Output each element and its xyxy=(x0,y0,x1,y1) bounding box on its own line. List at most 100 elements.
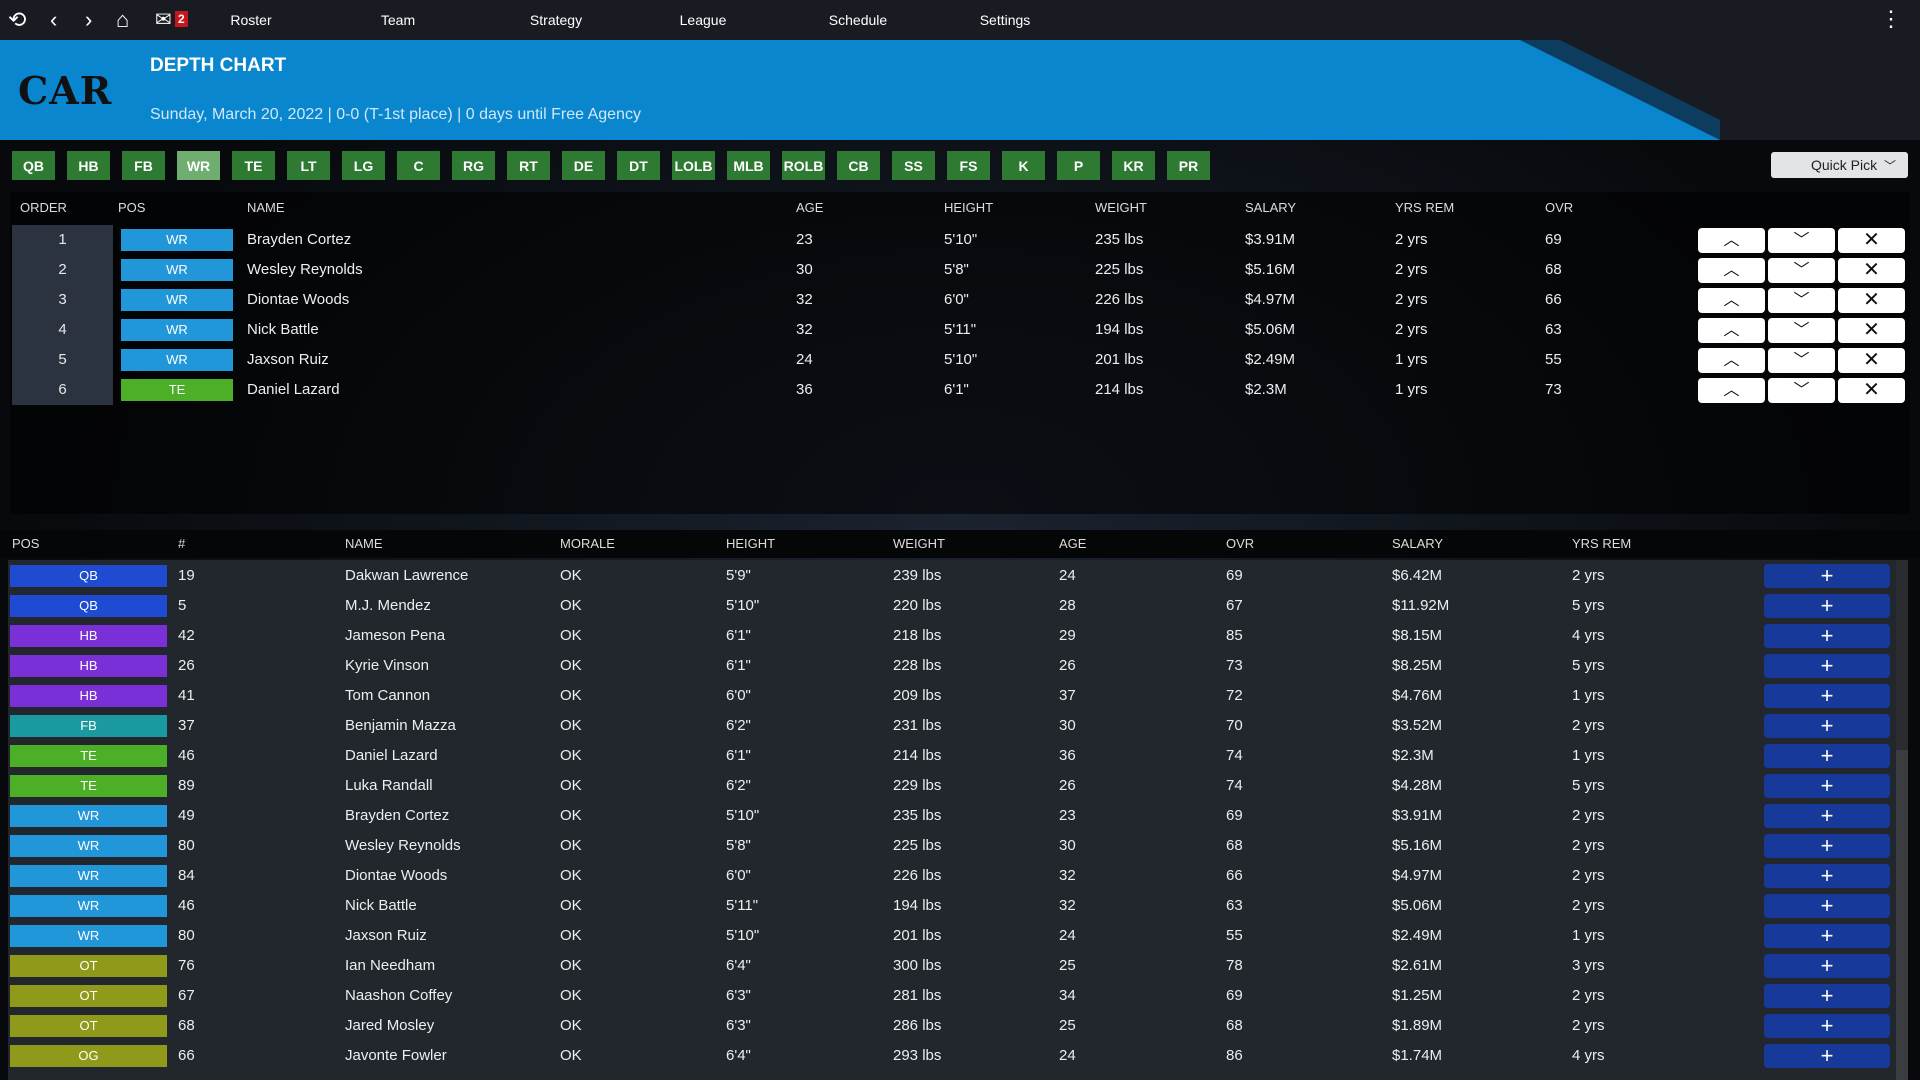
remove-button[interactable]: ✕ xyxy=(1838,288,1905,313)
move-down-button[interactable]: ﹀ xyxy=(1768,348,1835,373)
history-icon[interactable]: ⟲ xyxy=(8,7,27,32)
roster-header-salary[interactable]: SALARY xyxy=(1392,536,1444,551)
tab-te[interactable]: TE xyxy=(232,151,275,180)
roster-header-name[interactable]: NAME xyxy=(345,536,383,551)
tab-p[interactable]: P xyxy=(1057,151,1100,180)
tab-cb[interactable]: CB xyxy=(837,151,880,180)
move-down-button[interactable]: ﹀ xyxy=(1768,378,1835,403)
nav-settings[interactable]: Settings xyxy=(979,12,1031,28)
home-icon[interactable]: ⌂ xyxy=(116,7,130,32)
move-down-button[interactable]: ﹀ xyxy=(1768,288,1835,313)
nav-schedule[interactable]: Schedule xyxy=(828,12,888,28)
nav-team[interactable]: Team xyxy=(380,12,416,28)
roster-row[interactable]: WR 84 Diontae Woods OK 6'0" 226 lbs 32 66 $4.97M… xyxy=(10,861,1890,891)
tab-lt[interactable]: LT xyxy=(287,151,330,180)
roster-row[interactable]: QB 5 M.J. Mendez OK 5'10" 220 lbs 28 67 $11.92M 5… xyxy=(10,591,1890,621)
roster-header-height[interactable]: HEIGHT xyxy=(726,536,776,551)
add-to-depth-button[interactable]: + xyxy=(1764,924,1890,948)
roster-row[interactable]: OT 68 Jared Mosley OK 6'3" 286 lbs 25 68 $1.89M 2… xyxy=(10,1011,1890,1041)
forward-icon[interactable]: › xyxy=(85,7,93,32)
tab-hb[interactable]: HB xyxy=(67,151,110,180)
roster-header-yrs-rem[interactable]: YRS REM xyxy=(1572,536,1632,551)
roster-row[interactable]: WR 80 Jaxson Ruiz OK 5'10" 201 lbs 24 55 $2.49M 1… xyxy=(10,921,1890,951)
roster-row[interactable]: TE 89 Luka Randall OK 6'2" 229 lbs 26 74 $4.28M 5… xyxy=(10,771,1890,801)
roster-row[interactable]: OG 66 Javonte Fowler OK 6'4" 293 lbs 24 86 $1.74… xyxy=(10,1041,1890,1071)
tab-fs[interactable]: FS xyxy=(947,151,990,180)
add-to-depth-button[interactable]: + xyxy=(1764,684,1890,708)
roster-row[interactable]: TE 46 Daniel Lazard OK 6'1" 214 lbs 36 74 $2.3M 1… xyxy=(10,741,1890,771)
remove-button[interactable]: ✕ xyxy=(1838,348,1905,373)
tab-rt[interactable]: RT xyxy=(507,151,550,180)
tab-rg[interactable]: RG xyxy=(452,151,495,180)
nav-strategy[interactable]: Strategy xyxy=(529,12,583,28)
tab-c[interactable]: C xyxy=(397,151,440,180)
add-to-depth-button[interactable]: + xyxy=(1764,624,1890,648)
add-to-depth-button[interactable]: + xyxy=(1764,744,1890,768)
page-subtitle: Sunday, March 20, 2022 | 0-0 (T-1st plac… xyxy=(150,106,641,123)
roster-row[interactable]: HB 26 Kyrie Vinson OK 6'1" 228 lbs 26 73 $8.25M 5… xyxy=(10,651,1890,681)
roster-row[interactable]: WR 49 Brayden Cortez OK 5'10" 235 lbs 23 69 $3.9… xyxy=(10,801,1890,831)
add-to-depth-button[interactable]: + xyxy=(1764,804,1890,828)
add-to-depth-button[interactable]: + xyxy=(1764,984,1890,1008)
mail-icon[interactable]: ✉ xyxy=(155,9,172,31)
tab-pr[interactable]: PR xyxy=(1167,151,1210,180)
back-icon[interactable]: ‹ xyxy=(50,7,58,32)
remove-button[interactable]: ✕ xyxy=(1838,378,1905,403)
move-down-button[interactable]: ﹀ xyxy=(1768,228,1835,253)
more-menu-icon[interactable]: ⋮ xyxy=(1880,6,1902,31)
add-to-depth-button[interactable]: + xyxy=(1764,714,1890,738)
remove-button[interactable]: ✕ xyxy=(1838,228,1905,253)
roster-row[interactable]: OT 76 Ian Needham OK 6'4" 300 lbs 25 78 $2.61M 3 … xyxy=(10,951,1890,981)
roster-header-number[interactable]: # xyxy=(178,536,186,551)
add-to-depth-button[interactable]: + xyxy=(1764,864,1890,888)
tab-wr[interactable]: WR xyxy=(177,151,220,180)
scrollbar-thumb[interactable] xyxy=(1896,560,1908,750)
roster-row[interactable]: WR 80 Wesley Reynolds OK 5'8" 225 lbs 30 68 $5.1… xyxy=(10,831,1890,861)
quick-pick-dropdown[interactable]: Quick Pick ﹀ xyxy=(1771,152,1908,178)
remove-button[interactable]: ✕ xyxy=(1838,258,1905,283)
move-down-button[interactable]: ﹀ xyxy=(1768,318,1835,343)
add-to-depth-button[interactable]: + xyxy=(1764,774,1890,798)
nav-league[interactable]: League xyxy=(679,12,727,28)
add-to-depth-button[interactable]: + xyxy=(1764,1014,1890,1038)
add-to-depth-button[interactable]: + xyxy=(1764,1044,1890,1068)
move-down-button[interactable]: ﹀ xyxy=(1768,258,1835,283)
nav-roster[interactable]: Roster xyxy=(230,12,272,28)
tab-mlb[interactable]: MLB xyxy=(727,151,770,180)
tab-de[interactable]: DE xyxy=(562,151,605,180)
tab-qb[interactable]: QB xyxy=(12,151,55,180)
roster-row[interactable]: OT 67 Naashon Coffey OK 6'3" 281 lbs 34 69 $1.25… xyxy=(10,981,1890,1011)
tab-lolb[interactable]: LOLB xyxy=(672,151,715,180)
move-up-button[interactable]: ︿ xyxy=(1698,228,1765,253)
move-up-button[interactable]: ︿ xyxy=(1698,318,1765,343)
roster-row[interactable]: HB 41 Tom Cannon OK 6'0" 209 lbs 37 72 $4.76M 1 y… xyxy=(10,681,1890,711)
add-to-depth-button[interactable]: + xyxy=(1764,954,1890,978)
tab-ss[interactable]: SS xyxy=(892,151,935,180)
move-up-button[interactable]: ︿ xyxy=(1698,378,1765,403)
roster-header-morale[interactable]: MORALE xyxy=(560,536,615,551)
remove-button[interactable]: ✕ xyxy=(1838,318,1905,343)
tab-dt[interactable]: DT xyxy=(617,151,660,180)
roster-row[interactable]: WR 46 Nick Battle OK 5'11" 194 lbs 32 63 $5.06M 2… xyxy=(10,891,1890,921)
move-up-button[interactable]: ︿ xyxy=(1698,348,1765,373)
tab-fb[interactable]: FB xyxy=(122,151,165,180)
roster-row[interactable]: FB 37 Benjamin Mazza OK 6'2" 231 lbs 30 70 $3.52… xyxy=(10,711,1890,741)
tab-k[interactable]: K xyxy=(1002,151,1045,180)
move-up-button[interactable]: ︿ xyxy=(1698,258,1765,283)
roster-row[interactable]: QB 19 Dakwan Lawrence OK 5'9" 239 lbs 24 69 $6.4… xyxy=(10,561,1890,591)
roster-header-ovr[interactable]: OVR xyxy=(1226,536,1255,551)
add-to-depth-button[interactable]: + xyxy=(1764,564,1890,588)
roster-header-age[interactable]: AGE xyxy=(1059,536,1087,551)
add-to-depth-button[interactable]: + xyxy=(1764,834,1890,858)
tab-lg[interactable]: LG xyxy=(342,151,385,180)
add-to-depth-button[interactable]: + xyxy=(1764,654,1890,678)
tab-kr[interactable]: KR xyxy=(1112,151,1155,180)
roster-cell-age: 26 xyxy=(1059,657,1076,674)
roster-header-pos[interactable]: POS xyxy=(12,536,40,551)
tab-rolb[interactable]: ROLB xyxy=(782,151,825,180)
add-to-depth-button[interactable]: + xyxy=(1764,894,1890,918)
roster-header-weight[interactable]: WEIGHT xyxy=(893,536,945,551)
roster-row[interactable]: HB 42 Jameson Pena OK 6'1" 218 lbs 29 85 $8.15M 4… xyxy=(10,621,1890,651)
add-to-depth-button[interactable]: + xyxy=(1764,594,1890,618)
move-up-button[interactable]: ︿ xyxy=(1698,288,1765,313)
